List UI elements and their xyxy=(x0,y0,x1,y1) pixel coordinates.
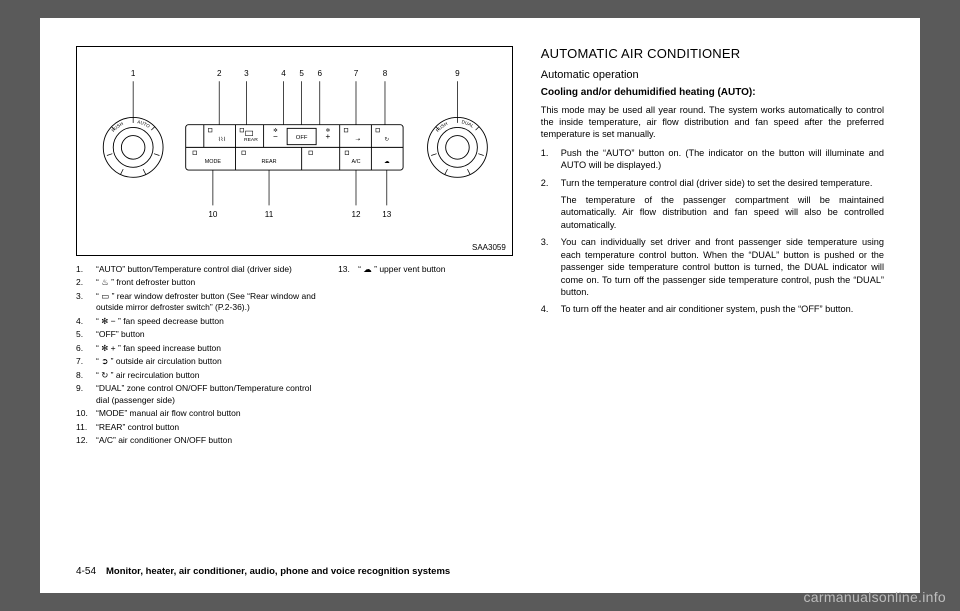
step-item: 1.Push the “AUTO” button on. (The indica… xyxy=(541,147,884,172)
section-title: Monitor, heater, air conditioner, audio,… xyxy=(106,566,450,577)
svg-text:OFF: OFF xyxy=(296,135,308,141)
legend-item: 7.“ ➲ ” outside air circulation button xyxy=(76,356,318,367)
svg-text:13: 13 xyxy=(382,210,392,219)
svg-text:9: 9 xyxy=(455,69,460,78)
svg-text:3: 3 xyxy=(244,69,249,78)
right-column: AUTOMATIC AIR CONDITIONER Automatic oper… xyxy=(541,46,884,558)
page-number: 4-54 xyxy=(76,566,96,577)
heading-1: AUTOMATIC AIR CONDITIONER xyxy=(541,46,884,61)
svg-text:A/C: A/C xyxy=(351,159,360,165)
svg-text:4: 4 xyxy=(281,69,286,78)
legend-item: 9.“DUAL” zone control ON/OFF button/Temp… xyxy=(76,383,318,406)
svg-text:✲: ✲ xyxy=(273,128,278,134)
diagram-code: SAA3059 xyxy=(472,243,506,252)
svg-text:12: 12 xyxy=(351,210,361,219)
svg-text:REAR: REAR xyxy=(261,159,276,165)
step-item: 2.Turn the temperature control dial (dri… xyxy=(541,177,884,189)
step-item: 3.You can individually set driver and fr… xyxy=(541,236,884,298)
legend-item: 4.“ ✻ − ” fan speed decrease button xyxy=(76,316,318,327)
legend-item: 11.“REAR” control button xyxy=(76,422,318,433)
svg-text:11: 11 xyxy=(265,210,274,219)
legend-item: 8.“ ↻ ” air recirculation button xyxy=(76,370,318,381)
legend-item: 6.“ ✻ + ” fan speed increase button xyxy=(76,343,318,354)
ac-panel-diagram: 1 2 3 4 5 6 7 8 9 xyxy=(76,46,513,256)
footer: 4-54 Monitor, heater, air conditioner, a… xyxy=(76,566,884,577)
legend: 1.“AUTO” button/Temperature control dial… xyxy=(76,264,513,449)
legend-item: 10.“MODE” manual air flow control button xyxy=(76,408,318,419)
left-column: 1 2 3 4 5 6 7 8 9 xyxy=(76,46,513,558)
svg-text:✲: ✲ xyxy=(326,128,331,134)
watermark: carmanualsonline.info xyxy=(804,589,947,605)
legend-item: 1.“AUTO” button/Temperature control dial… xyxy=(76,264,318,275)
legend-item: 2.“ ♨ ” front defroster button xyxy=(76,277,318,288)
svg-text:REAR: REAR xyxy=(244,137,258,143)
content: 1 2 3 4 5 6 7 8 9 xyxy=(76,46,884,558)
step-sub: The temperature of the passenger compart… xyxy=(561,194,884,231)
svg-text:☁: ☁ xyxy=(384,159,389,165)
svg-text:1: 1 xyxy=(131,69,136,78)
svg-text:8: 8 xyxy=(383,69,388,78)
page: 1 2 3 4 5 6 7 8 9 xyxy=(40,18,920,593)
legend-item: 13.“ ☁ ” upper vent button xyxy=(338,264,513,275)
legend-item: 3.“ ▭ ” rear window defroster button (Se… xyxy=(76,291,318,314)
svg-text:2: 2 xyxy=(217,69,222,78)
heading-3: Cooling and/or dehumidified heating (AUT… xyxy=(541,87,884,100)
legend-item: 5.“OFF” button xyxy=(76,329,318,340)
svg-text:↻: ↻ xyxy=(385,137,390,143)
svg-text:10: 10 xyxy=(208,210,218,219)
svg-text:⇢: ⇢ xyxy=(356,137,361,143)
heading-2: Automatic operation xyxy=(541,69,884,81)
svg-text:MODE: MODE xyxy=(205,159,222,165)
svg-text:7: 7 xyxy=(354,69,359,78)
steps-list: 1.Push the “AUTO” button on. (The indica… xyxy=(541,147,884,316)
intro-paragraph: This mode may be used all year round. Th… xyxy=(541,104,884,141)
svg-text:⌇⌇⌇: ⌇⌇⌇ xyxy=(218,137,226,143)
legend-item: 12.“A/C” air conditioner ON/OFF button xyxy=(76,435,318,446)
svg-text:5: 5 xyxy=(299,69,304,78)
step-item: 4.To turn off the heater and air conditi… xyxy=(541,303,884,315)
svg-text:6: 6 xyxy=(317,69,322,78)
